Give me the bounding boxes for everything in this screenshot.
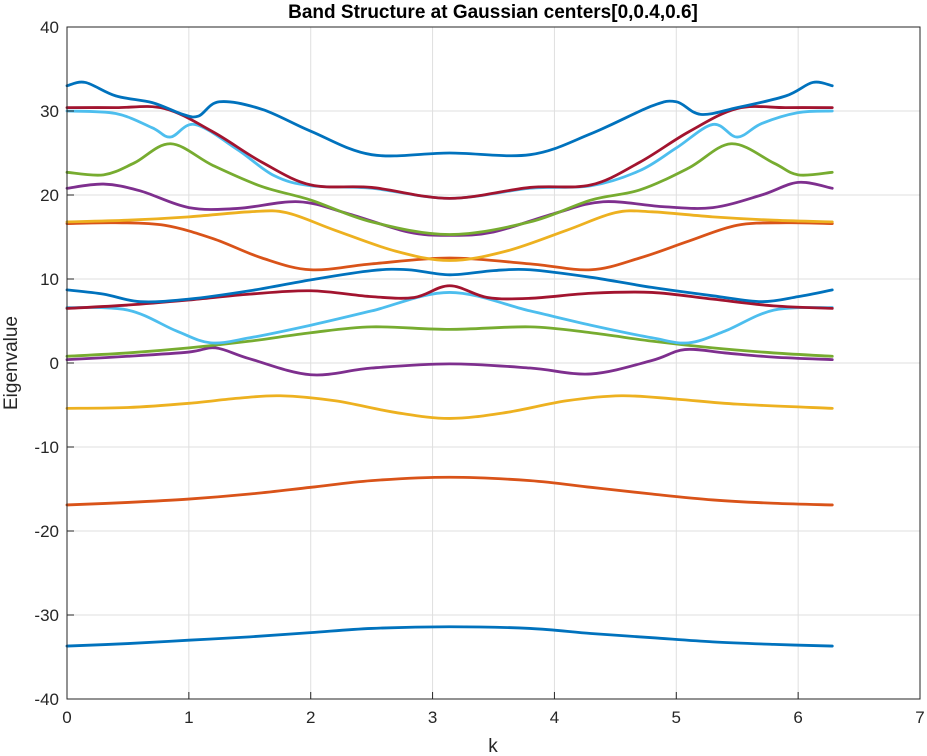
band-line-3 [65, 394, 834, 420]
x-tick-label: 1 [184, 708, 193, 727]
y-tick-label: 10 [40, 270, 59, 289]
y-tick-labels: -40 -30 -20 -10 0 10 20 30 40 [34, 18, 59, 709]
x-tick-label: 3 [428, 708, 437, 727]
x-tick-label: 0 [62, 708, 71, 727]
y-tick-label: -20 [34, 522, 59, 541]
band-line-4 [65, 346, 834, 377]
band-line-8 [65, 267, 834, 304]
band-line-6 [65, 291, 834, 345]
x-tick-label: 6 [793, 708, 802, 727]
y-tick-label: 40 [40, 18, 59, 37]
y-tick-label: 30 [40, 102, 59, 121]
x-tick-label: 7 [915, 708, 924, 727]
band-line-10 [65, 209, 834, 262]
x-tick-label: 4 [550, 708, 559, 727]
y-tick-label: -10 [34, 438, 59, 457]
axes [66, 26, 921, 700]
band-line-12 [65, 142, 834, 236]
x-tick-labels: 0 1 2 3 4 5 6 7 [62, 708, 924, 727]
x-tick-label: 5 [672, 708, 681, 727]
band-line-2 [65, 475, 834, 507]
y-tick-label: 20 [40, 186, 59, 205]
band-line-5 [65, 325, 834, 358]
band-line-1 [65, 625, 834, 648]
band-line-15 [65, 80, 834, 158]
x-axis-label: k [488, 736, 498, 756]
band-line-9 [65, 221, 834, 272]
series-group [65, 80, 834, 648]
x-tick-label: 2 [306, 708, 315, 727]
y-tick-label: 0 [50, 354, 59, 373]
chart-title: Band Structure at Gaussian centers[0,0.4… [288, 2, 698, 23]
y-tick-label: -30 [34, 606, 59, 625]
y-tick-label: -40 [34, 690, 59, 709]
y-axis-label: Eigenvalue [1, 316, 22, 410]
